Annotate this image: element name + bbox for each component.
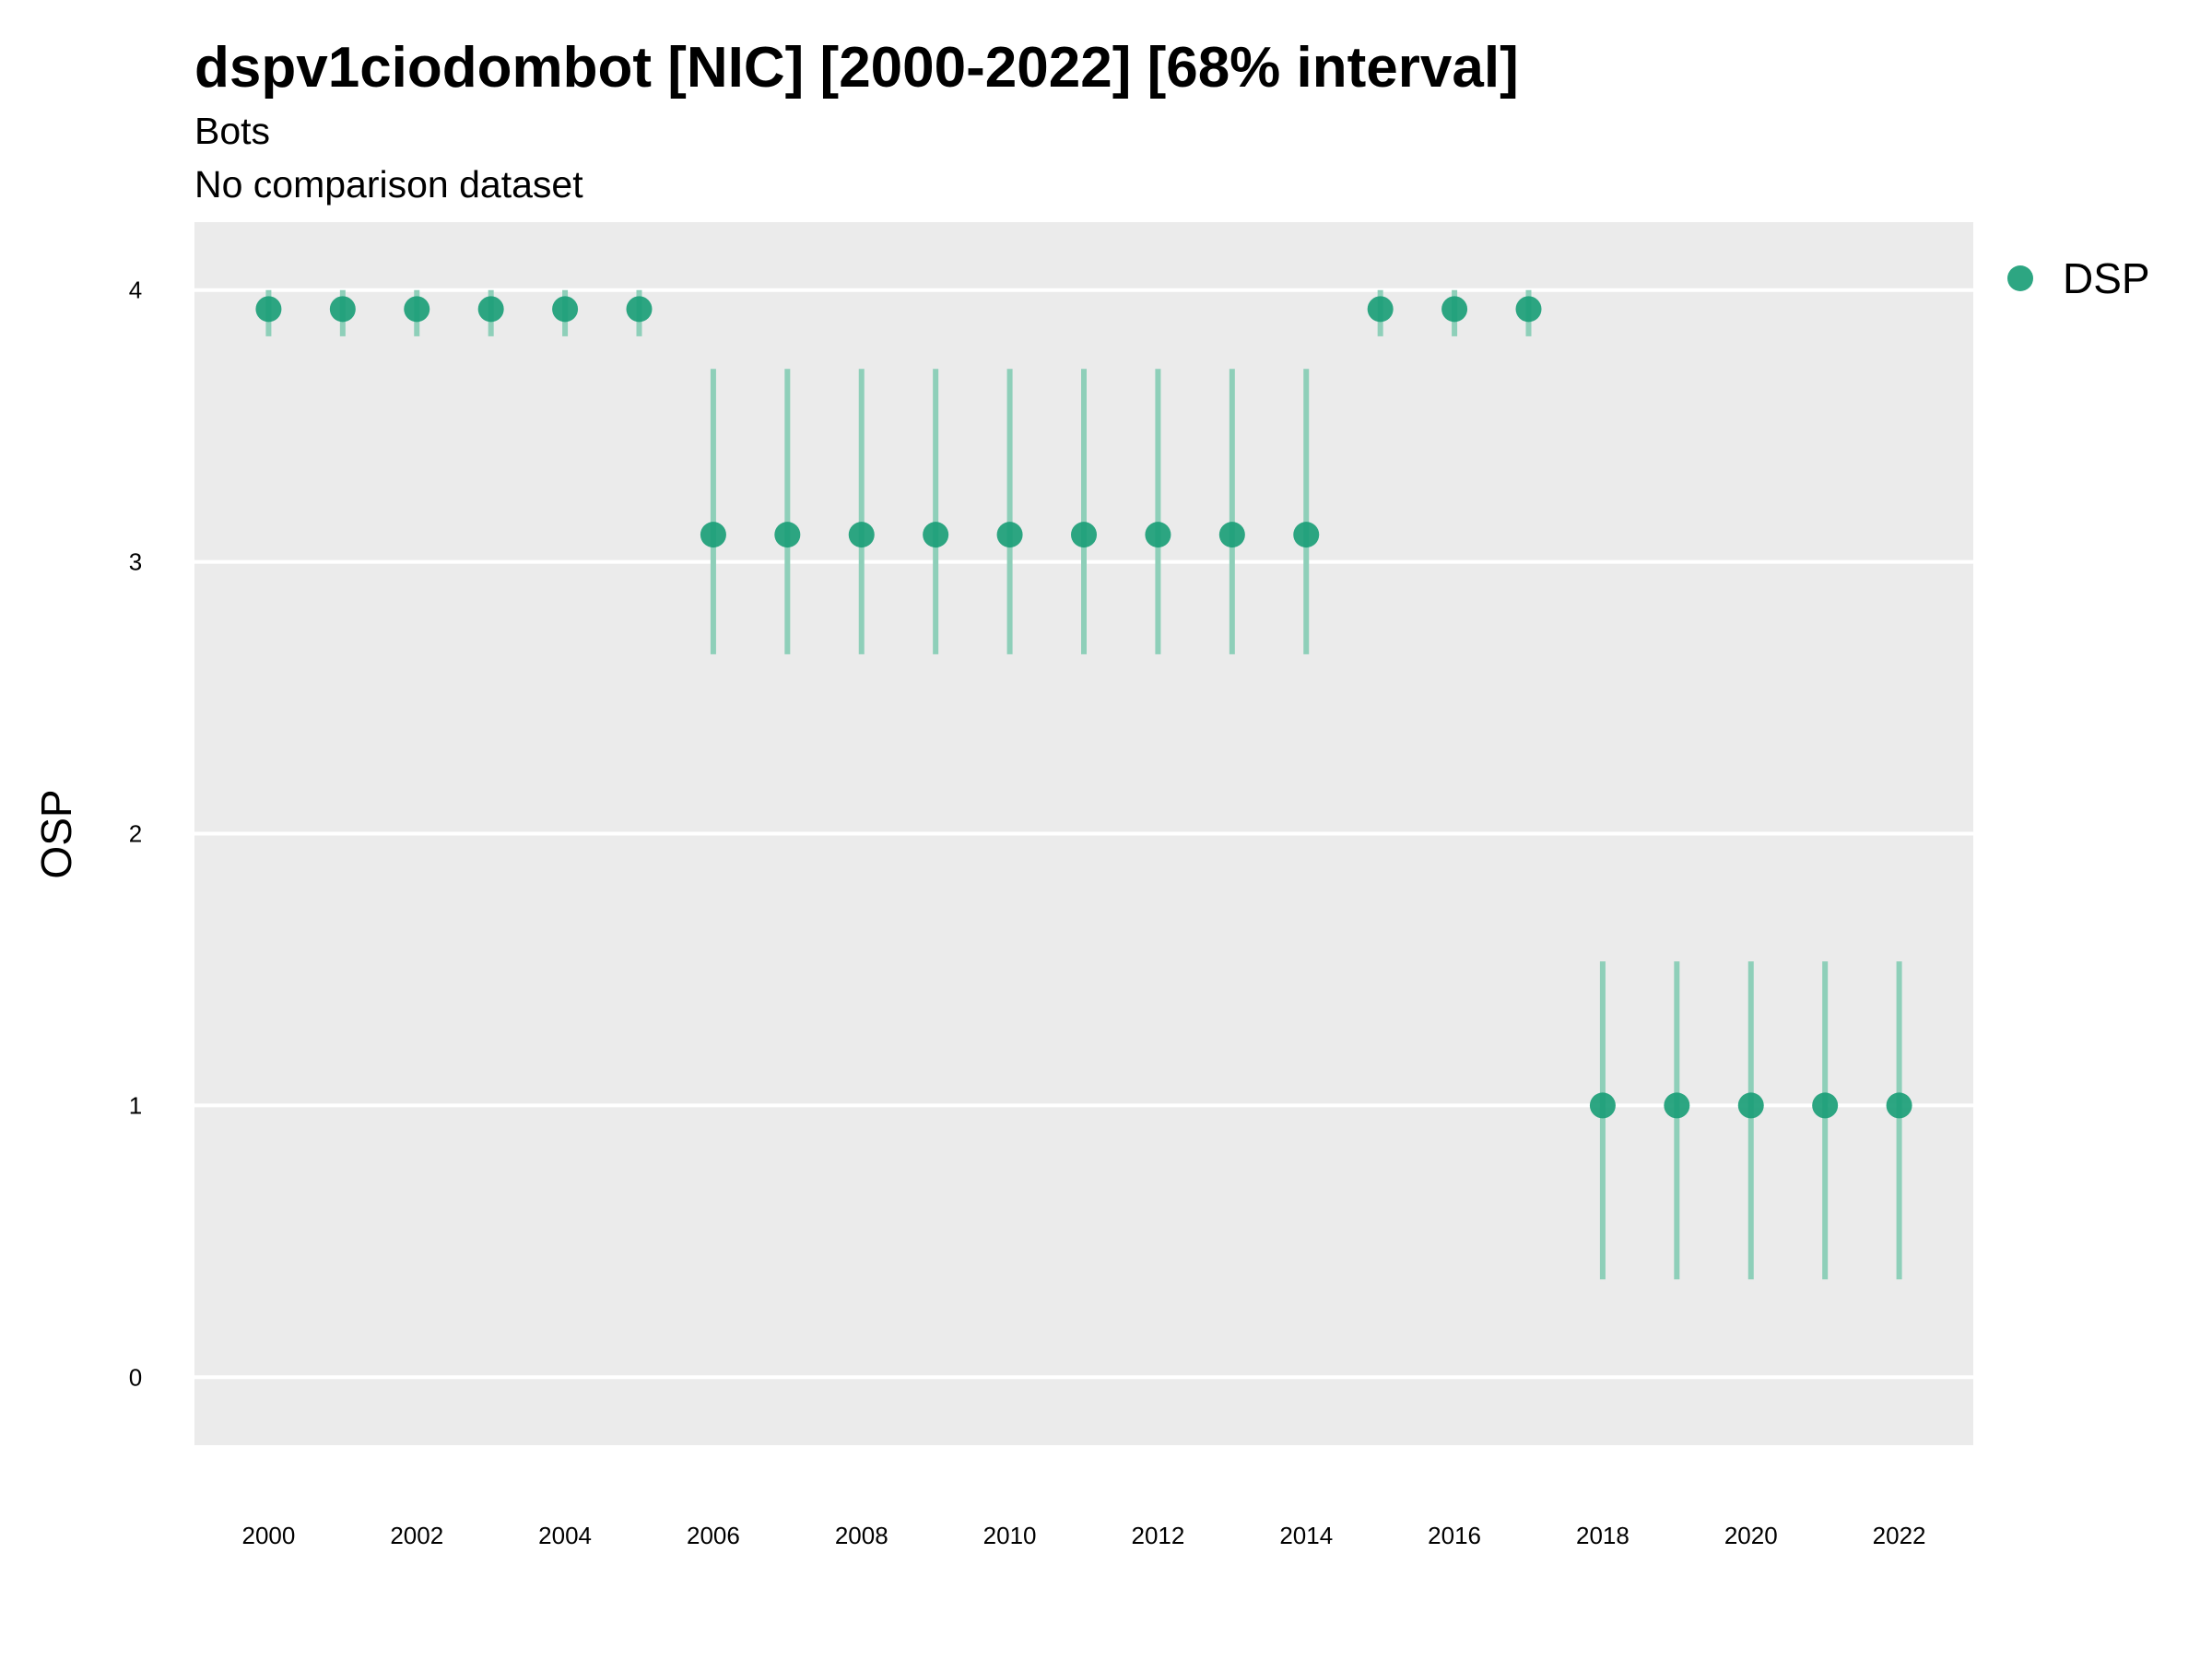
y-tick-label: 4 [129,276,142,304]
chart-subtitle-1: Bots [194,110,270,152]
x-tick-label: 2010 [983,1522,1037,1549]
y-tick-label: 1 [129,1091,142,1119]
x-tick-label: 2008 [835,1522,888,1549]
x-tick-label: 2002 [390,1522,443,1549]
data-point [255,296,282,323]
data-point [477,296,504,323]
data-point [552,296,579,323]
data-marks [255,289,1912,1280]
x-axis-ticks: 2000 2002 2004 2006 2008 2010 2012 2014 2016 2018… [241,1522,1925,1549]
chart-subtitle-2: No comparison dataset [194,163,583,206]
data-point [700,522,726,548]
data-point [1145,522,1171,548]
x-tick-label: 2000 [241,1522,295,1549]
x-tick-label: 2022 [1873,1522,1926,1549]
data-point [774,522,801,548]
data-point [1441,296,1468,323]
legend-label-dsp: DSP [2063,254,2150,302]
y-tick-label: 0 [129,1363,142,1391]
y-tick-label: 3 [129,548,142,576]
data-point [1664,1092,1690,1119]
x-tick-label: 2014 [1279,1522,1333,1549]
legend-key-dsp [2007,265,2033,291]
y-axis-ticks: 0 1 2 3 4 [129,276,142,1392]
y-axis-label: OSP [32,789,80,878]
data-point [996,522,1023,548]
x-tick-label: 2006 [687,1522,740,1549]
data-point [1367,296,1394,323]
legend: DSP [2007,254,2150,302]
data-point [1071,522,1097,548]
x-tick-label: 2018 [1576,1522,1630,1549]
data-point [1737,1092,1764,1119]
data-point [1886,1092,1912,1119]
data-point [923,522,949,548]
x-tick-label: 2012 [1131,1522,1184,1549]
y-tick-label: 2 [129,820,142,848]
data-point [329,296,356,323]
x-tick-label: 2020 [1724,1522,1778,1549]
data-point [1218,522,1245,548]
x-tick-label: 2004 [538,1522,592,1549]
data-point [1515,296,1542,323]
chart-title: dspv1ciodombot [NIC] [2000-2022] [68% in… [194,36,1519,100]
x-tick-label: 2016 [1428,1522,1481,1549]
data-point [1589,1092,1616,1119]
data-point [626,296,653,323]
data-point [848,522,875,548]
data-point [1293,522,1320,548]
data-point [1812,1092,1839,1119]
data-point [404,296,430,323]
